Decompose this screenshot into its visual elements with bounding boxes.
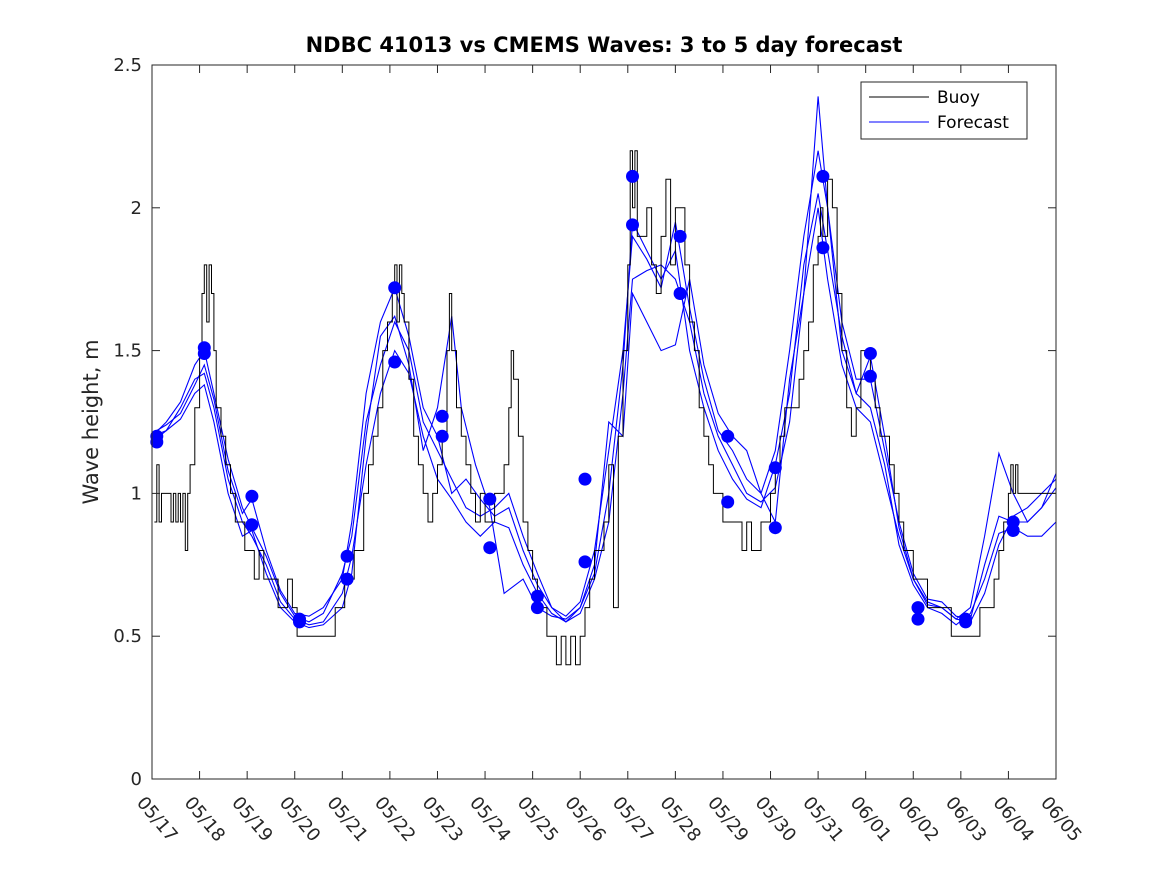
forecast-marker: [768, 521, 782, 535]
y-tick-label: 0: [131, 769, 142, 790]
legend-buoy-label: Buoy: [937, 88, 980, 108]
forecast-marker: [673, 287, 687, 300]
forecast-marker: [435, 429, 449, 443]
forecast-marker: [435, 409, 449, 423]
forecast-marker: [673, 229, 687, 243]
axes-layer: [151, 64, 1057, 780]
forecast-marker: [388, 281, 402, 295]
y-tick-labels: 0 0.5 1 1.5 2 2.5: [113, 55, 142, 790]
forecast-marker: [150, 435, 164, 449]
forecast-marker: [293, 615, 306, 629]
forecast-marker: [483, 541, 497, 555]
forecast-marker: [626, 169, 639, 183]
plot-area: [152, 65, 1056, 779]
forecast-marker: [388, 355, 402, 369]
forecast-marker: [483, 492, 497, 506]
forecast-marker: [245, 518, 259, 532]
legend-box: [860, 81, 1028, 140]
forecast-marker: [816, 169, 830, 183]
forecast-marker: [959, 615, 973, 629]
chart-title: NDBC 41013 vs CMEMS Waves: 3 to 5 day fo…: [306, 33, 903, 57]
axes-box: [151, 64, 1057, 780]
forecast-marker: [1006, 524, 1020, 537]
y-tick-label: 0.5: [113, 626, 142, 647]
forecast-marker: [340, 549, 354, 563]
marker-layer: [150, 169, 1020, 629]
forecast-marker: [340, 572, 354, 586]
forecast-line-2: [151, 193, 1057, 626]
forecast-line-3: [151, 150, 1057, 620]
legend: Buoy Forecast: [860, 81, 1028, 140]
legend-forecast-label: Forecast: [937, 113, 1009, 133]
forecast-marker: [911, 601, 925, 615]
forecast-marker: [530, 601, 544, 615]
forecast-marker: [721, 429, 735, 443]
forecast-marker: [721, 495, 735, 509]
forecast-marker: [863, 369, 877, 383]
forecast-marker: [816, 241, 830, 255]
y-axis-label: Wave height, m: [79, 339, 103, 504]
forecast-marker: [245, 489, 259, 503]
forecast-marker: [768, 461, 782, 475]
series-layer: [151, 96, 1057, 666]
forecast-marker: [626, 218, 639, 232]
forecast-marker: [197, 347, 211, 360]
y-tick-label: 2: [131, 198, 142, 219]
y-tick-label: 2.5: [113, 55, 142, 76]
forecast-marker: [578, 472, 592, 486]
y-tick-label: 1.5: [113, 341, 142, 362]
forecast-marker: [911, 612, 925, 626]
forecast-marker: [530, 589, 544, 603]
forecast-line-4: [151, 96, 1057, 629]
y-tick-label: 1: [131, 483, 142, 504]
forecast-marker: [863, 347, 877, 360]
forecast-marker: [578, 555, 592, 569]
